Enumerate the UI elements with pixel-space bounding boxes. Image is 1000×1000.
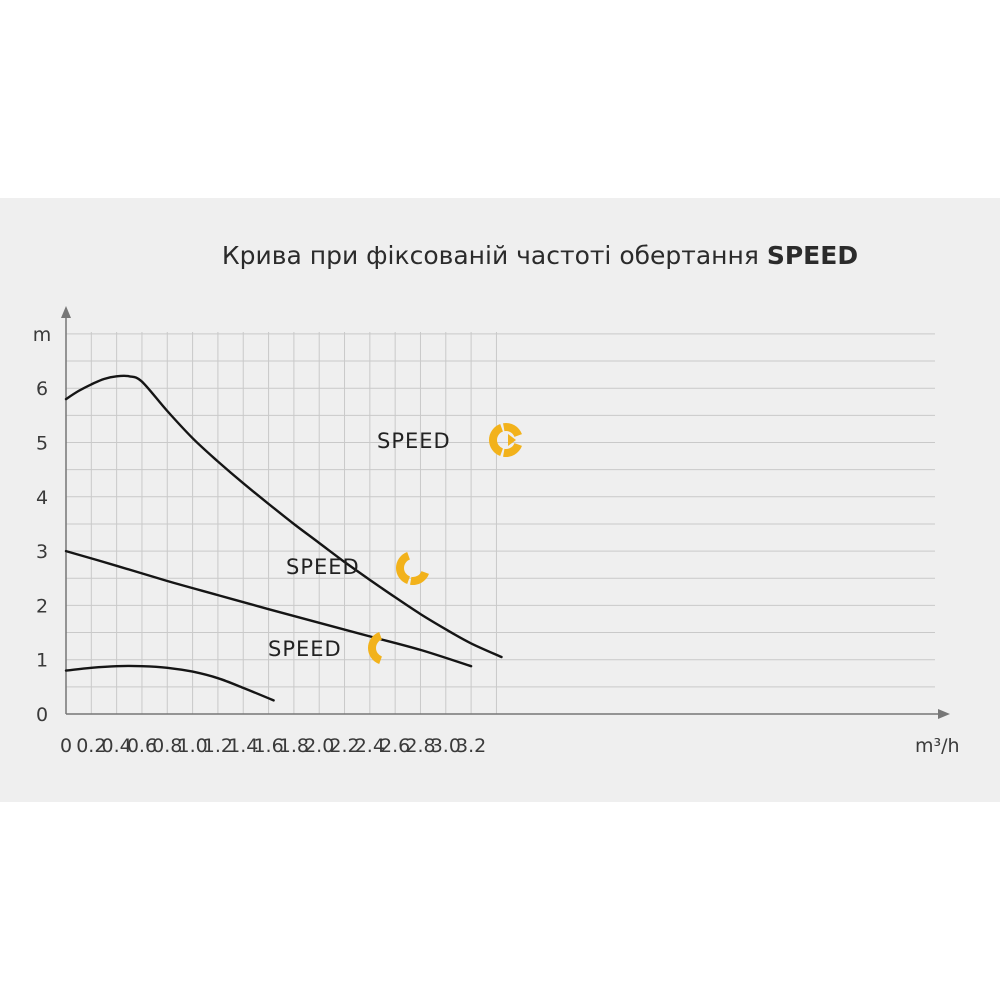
speed-icon [489,423,522,457]
speed-icon-arrow [508,434,516,446]
y-axis-arrow [61,306,71,318]
y-tick-label: 6 [36,378,48,400]
series-label-speed-1: SPEED [377,429,451,453]
chart-title: Крива при фіксованій частоті обертання S… [221,241,859,270]
x-axis-label: m³/h [915,735,960,757]
speed-icon-segment [410,571,429,585]
curve-speed-2 [64,549,473,668]
x-tick-label: 1.4 [228,735,258,757]
y-tick-label: 1 [36,650,48,672]
curve-speed-1 [64,374,503,659]
speed-icon-segment [489,424,503,456]
x-tick-label: 1.2 [203,735,233,757]
x-tick-label: 2.4 [355,735,385,757]
tick-labels: 0 0.20.40.60.81.01.21.41.61.82.02.22.42.6… [33,324,960,757]
speed-icon-segment [503,443,522,457]
x-tick-label: 1.6 [253,735,283,757]
y-tick-label: 4 [36,487,48,509]
y-axis-label: m [33,324,52,346]
chart-panel [0,198,1000,802]
speed-icon-segment [367,632,382,664]
curves [64,374,503,702]
x-tick-label: 0 [60,735,72,757]
x-tick-label: 2.6 [380,735,410,757]
x-axis-arrow [938,709,950,719]
x-tick-label: 0.6 [127,735,157,757]
speed-icon-segment [396,552,410,584]
chart-title-bold: SPEED [766,241,859,270]
x-tick-label: 1.8 [279,735,309,757]
axes [61,306,950,719]
x-tick-label: 2.0 [304,735,334,757]
x-tick-label: 1.0 [177,735,207,757]
y-tick-label: 2 [36,595,48,617]
series-label-speed-3: SPEED [268,637,342,661]
y-tick-label: 5 [36,433,48,455]
series-label-speed-2: SPEED [286,555,360,579]
speed-icon [367,632,382,664]
y-tick-label: 0 [36,704,48,726]
y-tick-label: 3 [36,541,48,563]
x-tick-label: 2.8 [405,735,435,757]
speed-icon [396,552,429,585]
curve-speed-3 [64,664,275,702]
x-tick-label: 3.0 [431,735,461,757]
x-tick-label: 0.2 [76,735,106,757]
x-tick-label: 0.8 [152,735,182,757]
x-tick-label: 0.4 [102,735,132,757]
speed-icon-segment [503,423,522,437]
series-labels: SPEED SPEED SPEED [268,423,522,664]
x-tick-label: 3.2 [456,735,486,757]
x-tick-label: 2.2 [329,735,359,757]
